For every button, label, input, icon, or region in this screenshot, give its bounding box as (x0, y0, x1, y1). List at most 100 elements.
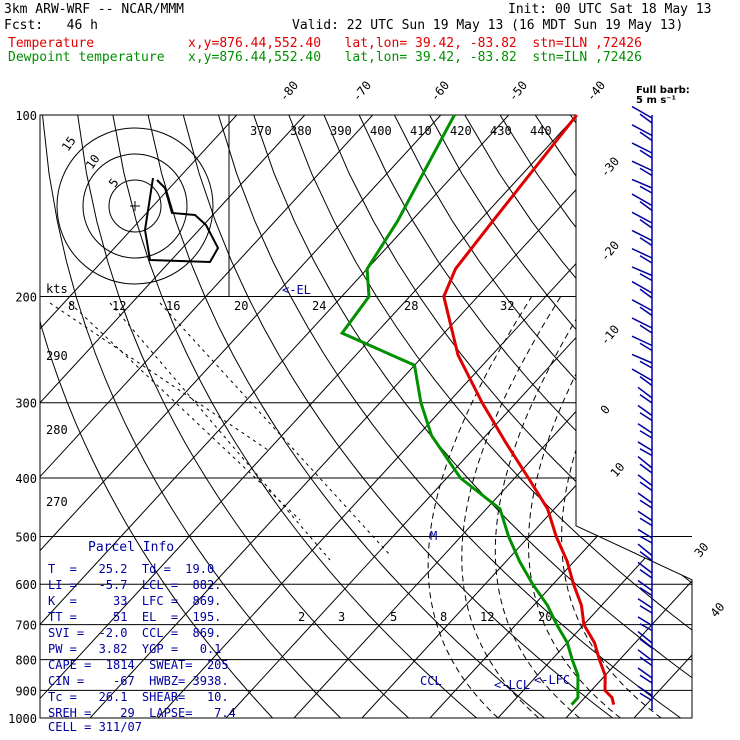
hodograph-center (130, 201, 140, 211)
isotherm-line (89, 115, 646, 718)
wind-barb (631, 368, 653, 387)
dry-adiabat-line (358, 115, 692, 718)
isotherm-line (40, 115, 442, 718)
pressure-label: 100 (15, 109, 37, 123)
hodograph-axis-label: 16 (166, 299, 180, 313)
isotherm-line (40, 115, 510, 718)
isotherm-label: -70 (350, 78, 375, 104)
dry-adiabat-line (42, 115, 341, 718)
full-barb-legend: Full barb: 5 m s⁻¹ (636, 86, 690, 106)
mixing-ratio-label: 5 (390, 610, 397, 624)
hodograph-axis-label: 8 (68, 299, 75, 313)
parcel-row: CIN = -67 HWBZ= 3938. (48, 674, 229, 688)
dry-adiabat-line (40, 115, 273, 718)
wind-barb (631, 193, 653, 212)
mixing-ratio-label: 20 (538, 610, 552, 624)
parcel-row: CELL = 311/07 (48, 720, 142, 734)
wind-barb (631, 353, 653, 369)
dewpoint-trace (339, 114, 580, 706)
pressure-label: 200 (15, 291, 37, 305)
hodograph-unit: kts (46, 282, 68, 296)
hodograph-trace (143, 177, 220, 264)
sounding-annotation: <-EL (282, 283, 311, 297)
hodograph-ring (56, 127, 214, 285)
isotherm-line (361, 115, 692, 718)
wind-barb (631, 105, 653, 124)
isotherm-label: -60 (428, 78, 453, 104)
wind-barb (631, 211, 653, 229)
isotherm-line (225, 115, 692, 718)
model-title: 3km ARW-WRF -- NCAR/MMM (4, 2, 185, 17)
forecast-hour: Fcst: 46 h (4, 18, 98, 33)
mixing-ratio-label: 3 (338, 610, 345, 624)
wind-barbs (631, 105, 653, 710)
dry-adiabat-line (640, 115, 692, 718)
theta-label: 380 (290, 124, 312, 138)
dry-adiabat-line (605, 115, 692, 718)
wind-barb (637, 510, 653, 527)
parcel-info-title: Parcel Info (88, 540, 175, 555)
theta-label: 400 (370, 124, 392, 138)
wind-barb (631, 266, 653, 282)
full-barb-unit: 5 m s⁻¹ (636, 95, 676, 106)
parcel-row: PW = 3.82 YGP = 0.1 (48, 642, 222, 656)
wind-barb (631, 280, 653, 299)
isotherm-label: -80 (277, 78, 302, 104)
theta-label: 410 (410, 124, 432, 138)
sounding-annotation: <-LFC (534, 673, 570, 687)
wind-barb (637, 423, 653, 439)
theta-e-label: 280 (46, 423, 68, 437)
parcel-row: T = 25.2 Td = 19.0 (48, 562, 215, 576)
isotherm-label: -10 (598, 322, 623, 348)
mixing-ratio-label: 12 (480, 610, 494, 624)
wind-barb (637, 455, 653, 474)
full-barb-label: Full barb: (636, 85, 690, 96)
wind-barb (631, 299, 653, 317)
parcel-row: SVI = -2.0 CCL = 869. (48, 626, 222, 640)
isotherm-line (40, 115, 374, 718)
wind-barb (637, 474, 653, 492)
wind-barb (637, 441, 653, 457)
wind-barb (631, 178, 653, 194)
moist-adiabat-line (461, 296, 562, 718)
dry-adiabat-line (218, 115, 681, 718)
wind-barb (631, 335, 653, 352)
hodograph-axis-label: 20 (234, 299, 248, 313)
temperature-trace (442, 114, 616, 705)
isotherm-label: -50 (506, 78, 531, 104)
hodograph-ring (82, 153, 188, 259)
isotherm-label: 10 (608, 460, 628, 480)
parcel-row: K = 33 LFC = 869. (48, 594, 222, 608)
wind-barb (637, 561, 653, 579)
theta-e-label: 270 (46, 495, 68, 509)
sounding-annotation: <-LCL (494, 678, 530, 692)
wind-barb (637, 543, 653, 562)
dry-adiabat-line (253, 115, 692, 718)
plot-frame (39, 114, 693, 719)
hodograph-axis-label: 12 (112, 299, 126, 313)
moist-adiabat-line (427, 296, 533, 718)
wind-barb (637, 404, 653, 422)
wind-barb (631, 248, 653, 264)
wind-barb (637, 528, 653, 544)
dry-adiabat-line (182, 115, 613, 718)
theta-label: 420 (450, 124, 472, 138)
isotherm-line (40, 115, 238, 718)
wind-barb (637, 386, 653, 404)
dry-adiabat-line (393, 115, 692, 718)
chart-traces: <-EL <-LCL <-LFC CCL M (282, 114, 616, 706)
isotherm-line (157, 115, 692, 718)
isotherm-line (497, 115, 692, 718)
theta-label: 430 (490, 124, 512, 138)
pressure-label: 600 (15, 578, 37, 592)
hodograph-ring-label: 5 (106, 176, 122, 190)
valid-time: Valid: 22 UTC Sun 19 May 13 (16 MDT Sun … (292, 18, 684, 33)
mixing-ratio-label: 8 (440, 610, 447, 624)
isotherm-label: -40 (584, 78, 609, 104)
moist-adiabat-line (527, 296, 621, 718)
isotherm-line (429, 115, 692, 718)
wind-barb (631, 160, 653, 177)
dewpoint-legend: Dewpoint temperature x,y=876.44,552.40 l… (8, 50, 642, 65)
